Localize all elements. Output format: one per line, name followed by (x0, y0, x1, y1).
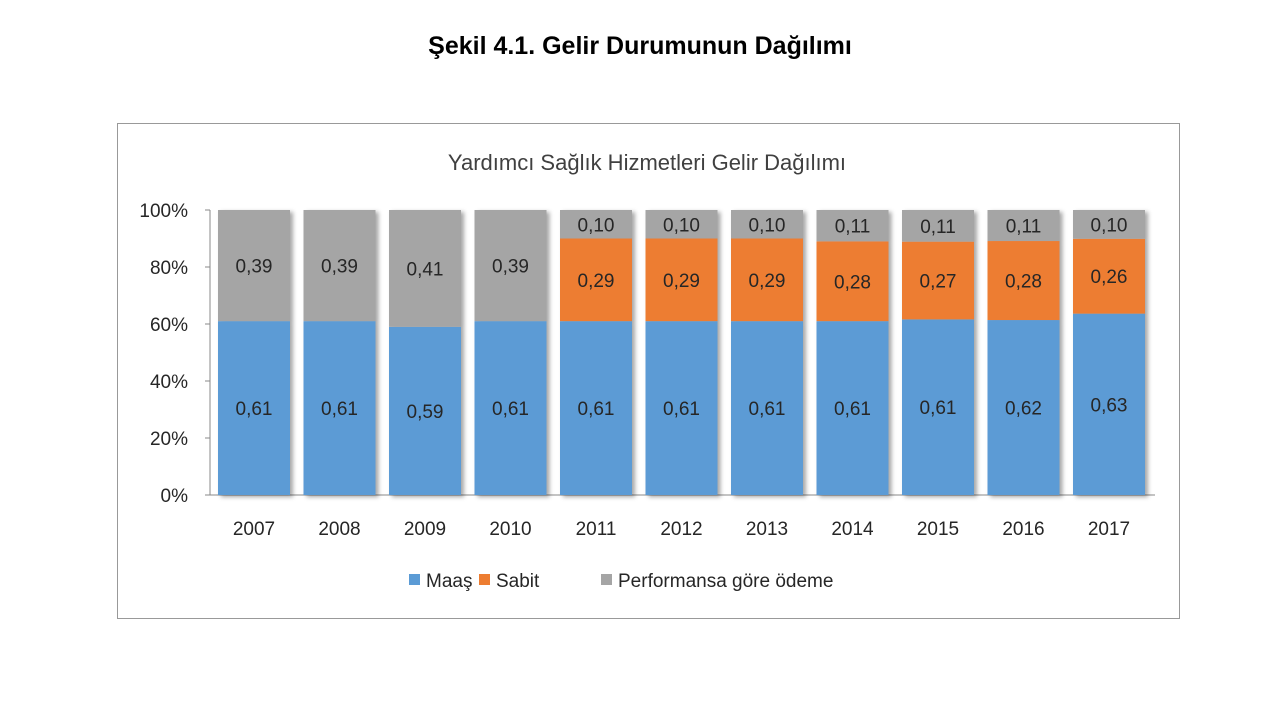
bar-stack (987, 210, 1060, 495)
x-tick-label: 2012 (660, 519, 702, 540)
legend-swatch (409, 574, 420, 585)
bar-performansa-g-re-deme-2017 (1073, 210, 1145, 239)
x-tick-label: 2007 (233, 519, 275, 540)
data-label: 0,11 (1006, 217, 1042, 238)
data-label: 0,11 (920, 217, 956, 238)
data-label: 0,29 (749, 271, 786, 292)
y-tick-label: 0% (161, 486, 189, 507)
bar-stack (389, 210, 461, 495)
data-label: 0,61 (578, 399, 615, 420)
bar-maa--2008 (303, 321, 376, 495)
bar-sabit-2011 (560, 238, 632, 322)
data-label: 0,39 (236, 257, 273, 278)
bar-performansa-g-re-deme-2014 (816, 210, 889, 242)
bar-maa--2017 (1073, 313, 1145, 495)
bar-sabit-2012 (645, 238, 718, 322)
bar-performansa-g-re-deme-2015 (902, 210, 974, 242)
bar-sabit-2014 (816, 241, 889, 322)
x-tick-label: 2010 (489, 519, 531, 540)
bar-stack (1073, 210, 1145, 495)
bar-maa--2015 (902, 319, 974, 495)
bar-sabit-2017 (1073, 238, 1145, 314)
bar-performansa-g-re-deme-2013 (731, 210, 803, 239)
bar-stack (560, 210, 632, 495)
data-label: 0,29 (663, 271, 700, 292)
data-label: 0,61 (321, 399, 358, 420)
data-label: 0,61 (663, 399, 700, 420)
x-tick-label: 2009 (404, 519, 446, 540)
data-label: 0,62 (1005, 399, 1042, 420)
legend-swatch (601, 574, 612, 585)
bar-stack (816, 210, 889, 495)
x-tick-label: 2017 (1088, 519, 1130, 540)
data-label: 0,61 (492, 399, 529, 420)
data-label: 0,59 (407, 402, 444, 423)
data-label: 0,61 (920, 398, 957, 419)
legend-label: Maaş (426, 571, 472, 592)
data-label: 0,61 (749, 399, 786, 420)
y-tick-label: 20% (150, 429, 188, 450)
legend-swatch (479, 574, 490, 585)
data-label: 0,26 (1091, 267, 1128, 288)
data-label: 0,28 (834, 272, 871, 293)
data-label: 0,61 (236, 399, 273, 420)
x-tick-label: 2013 (746, 519, 788, 540)
bar-maa--2016 (987, 320, 1060, 495)
x-tick-label: 2016 (1002, 519, 1044, 540)
bar-maa--2007 (218, 321, 290, 495)
data-label: 0,11 (835, 217, 871, 238)
bar-performansa-g-re-deme-2010 (474, 210, 547, 322)
bar-maa--2014 (816, 321, 889, 495)
y-tick-label: 40% (150, 372, 188, 393)
data-label: 0,10 (1091, 215, 1128, 236)
y-tick-label: 80% (150, 258, 188, 279)
bar-stack (303, 210, 376, 495)
legend-label: Sabit (496, 571, 540, 592)
data-label: 0,10 (749, 215, 786, 236)
bar-maa--2011 (560, 321, 632, 495)
data-label: 0,63 (1091, 395, 1128, 416)
bar-performansa-g-re-deme-2012 (645, 210, 718, 239)
bar-performansa-g-re-deme-2008 (303, 210, 376, 322)
bar-maa--2010 (474, 321, 547, 495)
bar-performansa-g-re-deme-2009 (389, 210, 461, 327)
data-label: 0,39 (321, 257, 358, 278)
x-tick-label: 2011 (576, 519, 617, 540)
data-label: 0,10 (663, 215, 700, 236)
chart-title: Yardımcı Sağlık Hizmetleri Gelir Dağılım… (448, 150, 846, 175)
data-label: 0,39 (492, 257, 529, 278)
legend-label: Performansa göre ödeme (618, 571, 833, 592)
bar-sabit-2015 (902, 241, 974, 320)
data-label: 0,29 (578, 271, 615, 292)
data-label: 0,61 (834, 399, 871, 420)
bar-stack (731, 210, 803, 495)
bar-maa--2009 (389, 326, 461, 495)
data-label: 0,27 (920, 272, 957, 293)
bar-stack (474, 210, 547, 495)
page-title: Şekil 4.1. Gelir Durumunun Dağılımı (428, 32, 852, 60)
bar-performansa-g-re-deme-2011 (560, 210, 632, 239)
bar-performansa-g-re-deme-2016 (987, 210, 1060, 242)
data-label: 0,28 (1005, 272, 1042, 293)
bar-stack (645, 210, 718, 495)
y-tick-label: 60% (150, 315, 188, 336)
bar-sabit-2016 (987, 241, 1060, 321)
data-label: 0,10 (578, 215, 615, 236)
bar-maa--2013 (731, 321, 803, 495)
y-tick-label: 100% (139, 201, 188, 222)
x-tick-label: 2008 (318, 519, 360, 540)
data-label: 0,41 (407, 259, 444, 280)
bar-maa--2012 (645, 321, 718, 495)
bar-sabit-2013 (731, 238, 803, 322)
bar-stack (218, 210, 290, 495)
chart-frame (117, 123, 1180, 619)
x-tick-label: 2014 (831, 519, 874, 540)
bar-stack (902, 210, 974, 495)
bar-performansa-g-re-deme-2007 (218, 210, 290, 322)
x-tick-label: 2015 (917, 519, 959, 540)
